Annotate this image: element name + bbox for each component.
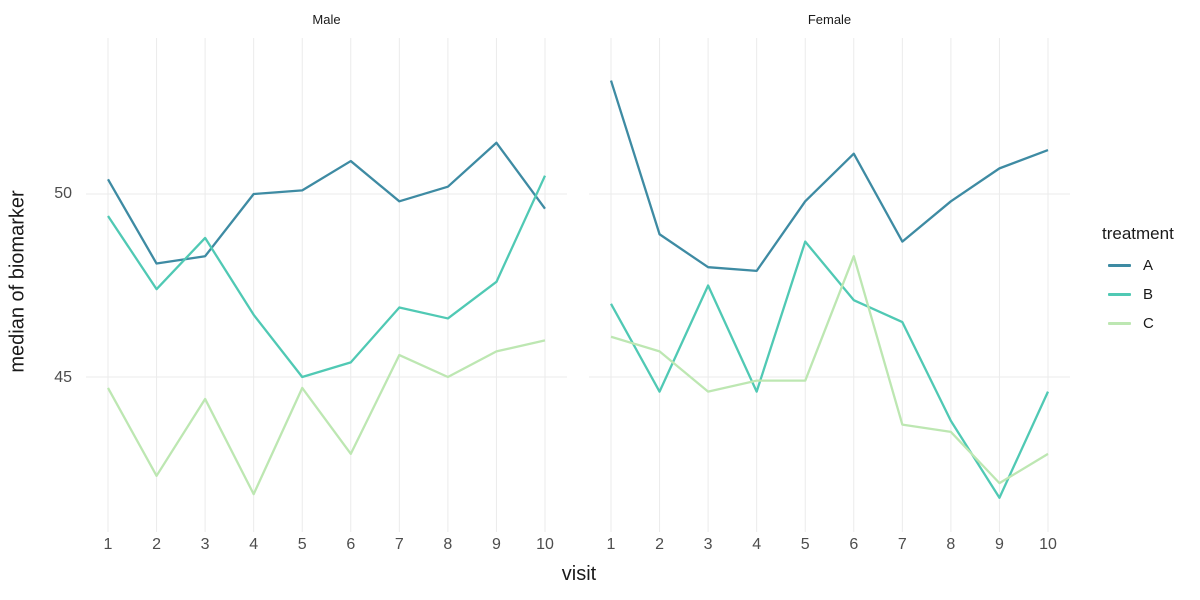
legend-label-a: A [1143, 256, 1154, 274]
series-line-c [610, 255, 1049, 485]
x-tick-label: 9 [491, 536, 501, 553]
x-tick-label: 3 [200, 536, 210, 553]
x-tick-label: 8 [946, 536, 956, 553]
series-line-a [609, 80, 1049, 273]
legend-item-a: A [1102, 256, 1174, 274]
panel-male-plot [86, 38, 567, 532]
panel-male [86, 38, 567, 532]
facet-label-female: Female [807, 12, 852, 27]
x-tick-label: 2 [152, 536, 161, 553]
y-tick-label-50: 50 [54, 185, 72, 202]
x-tick-label: 8 [443, 536, 453, 553]
x-tick-label: 7 [394, 536, 404, 553]
panel-female [589, 38, 1070, 532]
legend-label-b: B [1143, 285, 1154, 303]
x-axis-title: visit [561, 563, 597, 585]
legend-item-c: C [1102, 314, 1174, 332]
panel-female-plot [589, 38, 1070, 532]
facet-label-male: Male [312, 12, 341, 27]
x-tick-label: 5 [297, 536, 307, 553]
series-line-b [609, 240, 1050, 499]
legend-key-line-c [1108, 321, 1131, 325]
series-line-b [107, 175, 547, 379]
x-tick-label: 10 [1039, 536, 1057, 553]
y-axis-title: median of biomarker [6, 190, 29, 373]
x-tick-label: 9 [994, 536, 1004, 553]
x-tick-label: 1 [103, 536, 113, 553]
legend-label-c: C [1143, 314, 1154, 332]
legend-item-b: B [1102, 285, 1174, 303]
y-tick-label-45: 45 [54, 369, 72, 386]
series-line-c [106, 339, 546, 496]
x-tick-label: 5 [800, 536, 810, 553]
x-tick-label: 4 [752, 536, 762, 553]
legend-title: treatment [1102, 224, 1174, 243]
x-tick-label: 4 [249, 536, 259, 553]
x-tick-label: 2 [655, 536, 664, 553]
x-tick-label: 7 [897, 536, 907, 553]
legend-key-line-b [1108, 292, 1131, 296]
legend-key-line-a [1108, 263, 1131, 267]
legend: treatment A B C [1102, 224, 1174, 344]
x-tick-label: 3 [703, 536, 713, 553]
x-tick-label: 10 [536, 536, 554, 553]
x-tick-label: 6 [849, 536, 859, 553]
x-tick-label: 6 [346, 536, 356, 553]
x-tick-label: 1 [606, 536, 616, 553]
series-line-a [107, 141, 546, 265]
